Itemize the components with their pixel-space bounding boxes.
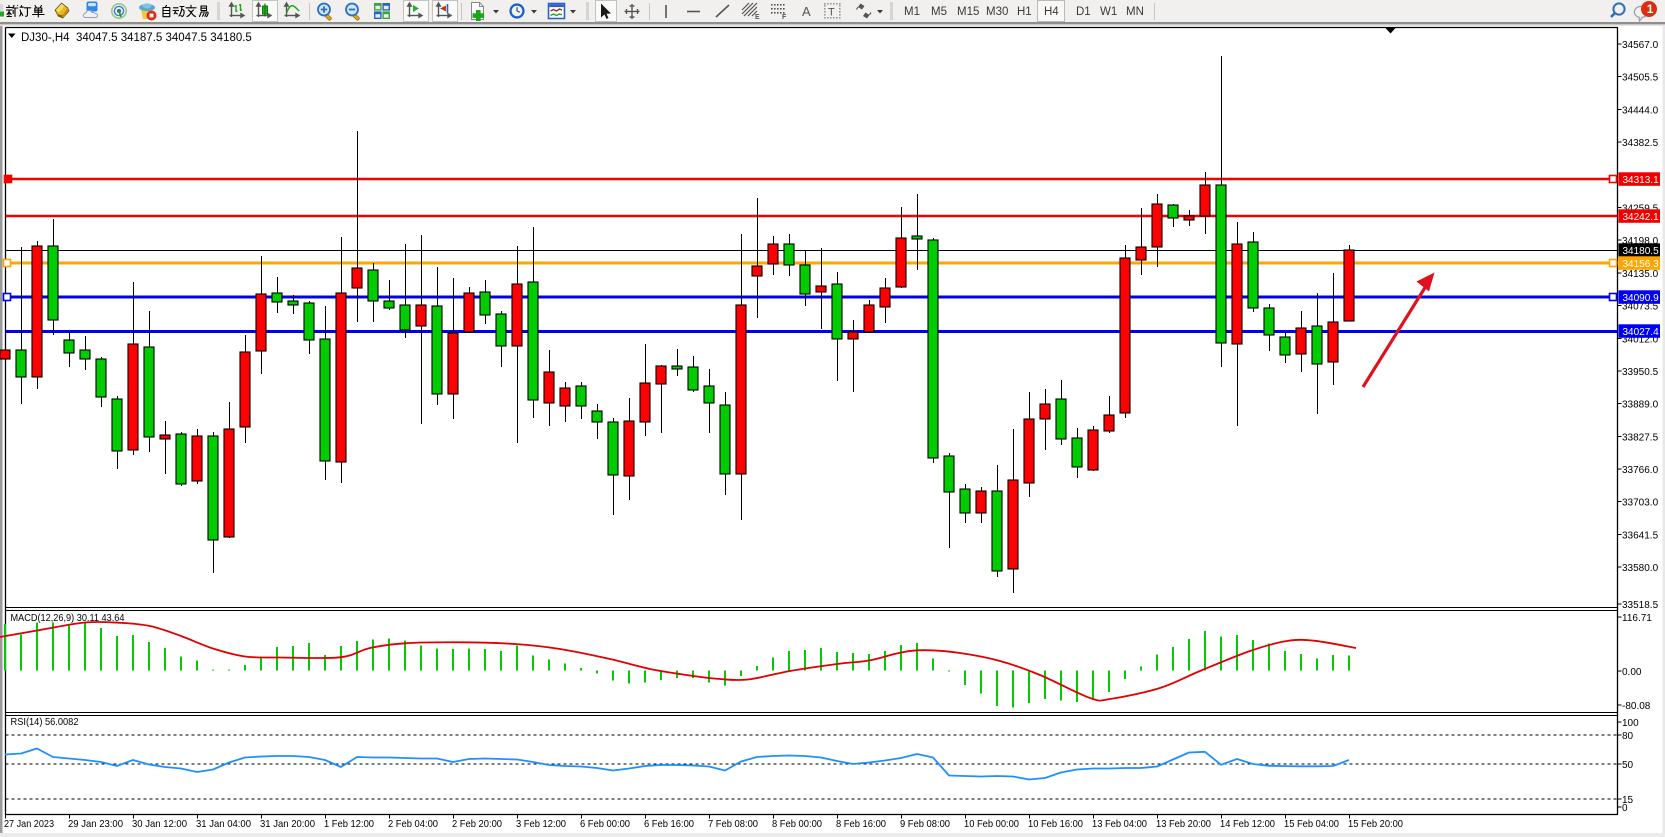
svg-text:9 Feb 08:00: 9 Feb 08:00 xyxy=(900,818,950,830)
svg-text:116.71: 116.71 xyxy=(1622,613,1652,624)
svg-text:M5: M5 xyxy=(931,6,947,18)
svg-text:6 Feb 00:00: 6 Feb 00:00 xyxy=(580,818,630,830)
svg-text:34012.0: 34012.0 xyxy=(1622,334,1659,345)
svg-text:34090.9: 34090.9 xyxy=(1623,293,1660,304)
svg-text:0.00: 0.00 xyxy=(1622,667,1642,678)
svg-text:D1: D1 xyxy=(1076,6,1091,18)
svg-text:27 Jan 2023: 27 Jan 2023 xyxy=(4,818,54,830)
svg-text:50: 50 xyxy=(1622,760,1634,771)
svg-text:34027.4: 34027.4 xyxy=(1623,327,1660,338)
svg-text:F: F xyxy=(782,14,787,21)
svg-text:13 Feb 20:00: 13 Feb 20:00 xyxy=(1156,818,1211,830)
svg-text:34505.5: 34505.5 xyxy=(1622,72,1659,83)
svg-text:31 Jan 04:00: 31 Jan 04:00 xyxy=(196,818,251,830)
svg-text:3 Feb 12:00: 3 Feb 12:00 xyxy=(516,818,566,830)
svg-text:34382.5: 34382.5 xyxy=(1622,138,1659,149)
svg-text:MACD(12,26,9) 30.11 43.64: MACD(12,26,9) 30.11 43.64 xyxy=(11,612,125,624)
svg-text:1 Feb 12:00: 1 Feb 12:00 xyxy=(324,818,374,830)
svg-text:H1: H1 xyxy=(1017,6,1032,18)
svg-text:34313.1: 34313.1 xyxy=(1623,175,1660,186)
svg-text:2 Feb 04:00: 2 Feb 04:00 xyxy=(388,818,438,830)
svg-text:31 Jan 20:00: 31 Jan 20:00 xyxy=(260,818,315,830)
svg-text:33827.5: 33827.5 xyxy=(1622,432,1659,443)
svg-text:34180.5: 34180.5 xyxy=(1623,246,1660,257)
svg-text:33703.0: 33703.0 xyxy=(1622,497,1659,508)
svg-text:34073.5: 34073.5 xyxy=(1622,301,1659,312)
svg-text:29 Jan 23:00: 29 Jan 23:00 xyxy=(68,818,123,830)
svg-text:W1: W1 xyxy=(1100,6,1117,18)
svg-text:34135.0: 34135.0 xyxy=(1622,269,1659,280)
svg-text:34156.3: 34156.3 xyxy=(1623,259,1660,270)
svg-text:E: E xyxy=(755,14,760,21)
svg-text:80: 80 xyxy=(1622,731,1634,742)
svg-text:15 Feb 04:00: 15 Feb 04:00 xyxy=(1284,818,1339,830)
svg-text:MN: MN xyxy=(1126,6,1144,18)
svg-text:H4: H4 xyxy=(1044,6,1059,18)
svg-text:2 Feb 20:00: 2 Feb 20:00 xyxy=(452,818,502,830)
svg-text:34198.0: 34198.0 xyxy=(1622,236,1659,247)
svg-text:34444.0: 34444.0 xyxy=(1622,105,1659,116)
svg-text:-80.08: -80.08 xyxy=(1622,701,1651,712)
svg-text:13 Feb 04:00: 13 Feb 04:00 xyxy=(1092,818,1147,830)
svg-text:10 Feb 16:00: 10 Feb 16:00 xyxy=(1028,818,1083,830)
svg-text:6 Feb 16:00: 6 Feb 16:00 xyxy=(644,818,694,830)
svg-text:M1: M1 xyxy=(904,6,920,18)
svg-text:0: 0 xyxy=(1622,803,1628,814)
svg-text:34567.0: 34567.0 xyxy=(1622,40,1659,51)
svg-text:33766.0: 33766.0 xyxy=(1622,465,1659,476)
svg-text:RSI(14) 56.0082: RSI(14) 56.0082 xyxy=(11,716,79,728)
svg-text:T: T xyxy=(828,7,835,19)
svg-text:33950.5: 33950.5 xyxy=(1622,367,1659,378)
svg-text:7 Feb 08:00: 7 Feb 08:00 xyxy=(708,818,758,830)
svg-text:8 Feb 00:00: 8 Feb 00:00 xyxy=(772,818,822,830)
svg-text:A: A xyxy=(802,4,811,19)
svg-text:33580.0: 33580.0 xyxy=(1622,563,1659,574)
svg-text:8 Feb 16:00: 8 Feb 16:00 xyxy=(836,818,886,830)
svg-text:14 Feb 12:00: 14 Feb 12:00 xyxy=(1220,818,1275,830)
svg-text:33889.0: 33889.0 xyxy=(1622,399,1659,410)
svg-text:DJ30-,H4 34047.5 34187.5 3404: DJ30-,H4 34047.5 34187.5 34047.5 34180.5 xyxy=(21,32,252,44)
svg-text:100: 100 xyxy=(1622,718,1639,729)
svg-text:15 Feb 20:00: 15 Feb 20:00 xyxy=(1348,818,1403,830)
svg-text:34242.1: 34242.1 xyxy=(1623,212,1660,223)
svg-text:34259.5: 34259.5 xyxy=(1622,203,1659,214)
svg-text:15: 15 xyxy=(1622,795,1634,806)
svg-text:10 Feb 00:00: 10 Feb 00:00 xyxy=(964,818,1019,830)
svg-text:1: 1 xyxy=(1647,2,1654,16)
svg-text:33641.5: 33641.5 xyxy=(1622,530,1659,541)
svg-text:33518.5: 33518.5 xyxy=(1622,600,1659,611)
svg-text:30 Jan 12:00: 30 Jan 12:00 xyxy=(132,818,187,830)
svg-text:M30: M30 xyxy=(986,6,1008,18)
svg-text:M15: M15 xyxy=(957,6,979,18)
